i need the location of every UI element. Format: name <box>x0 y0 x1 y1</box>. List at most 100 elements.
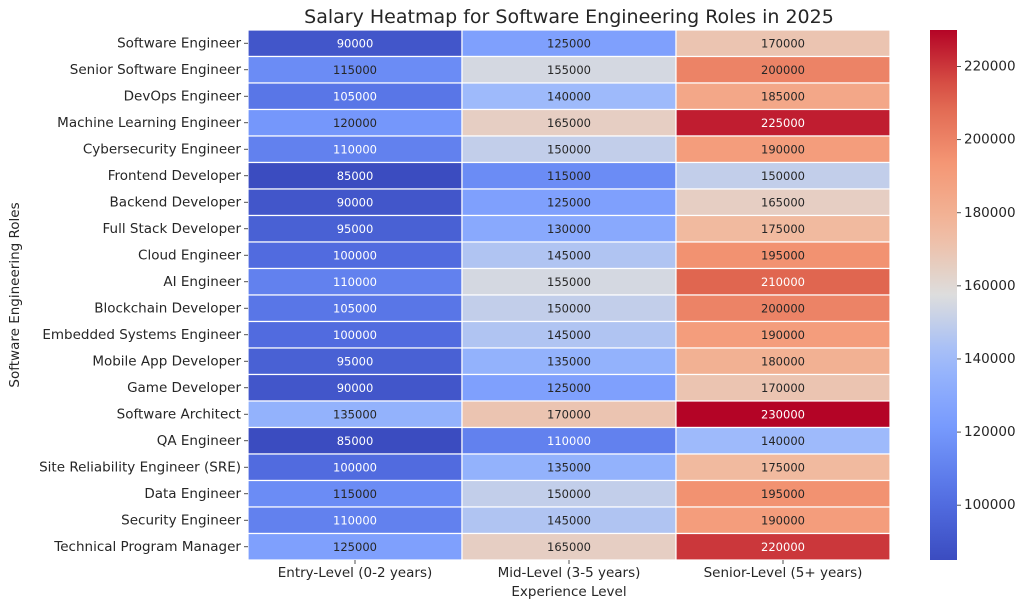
cell-value-label: 145000 <box>547 248 591 262</box>
colorbar-tick-label: 100000 <box>964 497 1016 513</box>
heatmap-cell <box>461 214 677 243</box>
colorbar-tick-label: 220000 <box>964 59 1016 75</box>
heatmap-cell <box>247 214 463 243</box>
cell-value-label: 210000 <box>761 275 805 289</box>
heatmap-cell <box>461 267 677 296</box>
colorbar-tick-label: 160000 <box>964 278 1016 294</box>
heatmap-cell <box>675 347 891 376</box>
heatmap-cells <box>247 29 891 561</box>
colorbar-tick-label: 140000 <box>964 351 1016 367</box>
cell-value-label: 135000 <box>333 407 377 421</box>
cell-value-label: 180000 <box>761 354 805 368</box>
row-label: Blockchain Developer <box>94 300 241 316</box>
cell-value-label: 190000 <box>761 513 805 527</box>
heatmap-cell <box>675 373 891 402</box>
cell-value-label: 170000 <box>761 381 805 395</box>
heatmap-cell <box>461 188 677 217</box>
column-label: Senior-Level (5+ years) <box>704 565 863 581</box>
cell-value-label: 155000 <box>547 63 591 77</box>
cell-value-label: 170000 <box>761 36 805 50</box>
cell-value-label: 125000 <box>547 36 591 50</box>
heatmap-cell <box>675 188 891 217</box>
cell-value-label: 165000 <box>547 540 591 554</box>
cell-value-label: 200000 <box>761 63 805 77</box>
column-label: Mid-Level (3-5 years) <box>498 565 641 581</box>
heatmap-cell <box>247 347 463 376</box>
cell-value-label: 85000 <box>337 434 374 448</box>
row-label: Frontend Developer <box>108 168 242 184</box>
heatmap-cell <box>247 108 463 137</box>
cell-value-label: 175000 <box>761 460 805 474</box>
row-label: AI Engineer <box>163 274 241 290</box>
heatmap-cell-labels: 90000 125000 170000 115000 155000 200000 10500… <box>333 36 805 554</box>
cell-value-label: 195000 <box>761 487 805 501</box>
colorbar <box>930 30 957 560</box>
cell-value-label: 95000 <box>337 222 374 236</box>
cell-value-label: 190000 <box>761 142 805 156</box>
heatmap-cell <box>675 320 891 349</box>
heatmap-cell <box>247 188 463 217</box>
cell-value-label: 165000 <box>547 116 591 130</box>
cell-value-label: 110000 <box>333 513 377 527</box>
colorbar-tick-label: 120000 <box>964 424 1016 440</box>
heatmap-cell <box>675 294 891 323</box>
row-label: Software Architect <box>117 406 241 422</box>
cell-value-label: 140000 <box>761 434 805 448</box>
heatmap-cell <box>675 55 891 84</box>
row-label: DevOps Engineer <box>124 88 242 104</box>
row-label: Senior Software Engineer <box>70 62 242 78</box>
row-label: Cloud Engineer <box>138 247 241 263</box>
heatmap-cell <box>247 453 463 482</box>
cell-value-label: 90000 <box>337 381 374 395</box>
cell-value-label: 100000 <box>333 460 377 474</box>
heatmap-cell <box>461 532 677 561</box>
row-label: Technical Program Manager <box>53 539 241 555</box>
cell-value-label: 110000 <box>333 142 377 156</box>
heatmap-cell <box>247 426 463 455</box>
cell-value-label: 125000 <box>547 195 591 209</box>
heatmap-cell <box>461 135 677 164</box>
column-label: Entry-Level (0-2 years) <box>278 565 433 581</box>
heatmap-cell <box>675 161 891 190</box>
heatmap-cell <box>461 29 677 58</box>
cell-value-label: 110000 <box>333 275 377 289</box>
heatmap-cell <box>461 479 677 508</box>
cell-value-label: 85000 <box>337 169 374 183</box>
cell-value-label: 230000 <box>761 407 805 421</box>
row-label: Cybersecurity Engineer <box>83 141 242 157</box>
colorbar-ticks: 100000 120000 140000 160000 180000 200000 2200… <box>957 59 1016 513</box>
heatmap-cell <box>675 400 891 429</box>
column-labels: Entry-Level (0-2 years) Mid-Level (3-5 ye… <box>278 560 863 581</box>
cell-value-label: 100000 <box>333 328 377 342</box>
y-axis-title: Software Engineering Roles <box>7 202 23 387</box>
cell-value-label: 90000 <box>337 36 374 50</box>
row-label: Mobile App Developer <box>92 353 241 369</box>
heatmap-cell <box>461 161 677 190</box>
cell-value-label: 200000 <box>761 301 805 315</box>
row-label: Site Reliability Engineer (SRE) <box>39 459 241 475</box>
cell-value-label: 165000 <box>761 195 805 209</box>
cell-value-label: 155000 <box>547 275 591 289</box>
heatmap-cell <box>675 241 891 270</box>
heatmap-cell <box>675 479 891 508</box>
cell-value-label: 150000 <box>761 169 805 183</box>
cell-value-label: 115000 <box>333 487 377 501</box>
heatmap-cell <box>461 82 677 111</box>
heatmap-cell <box>247 506 463 535</box>
row-label: Game Developer <box>127 380 241 396</box>
cell-value-label: 125000 <box>333 540 377 554</box>
heatmap-cell <box>247 267 463 296</box>
heatmap-cell <box>675 426 891 455</box>
cell-value-label: 110000 <box>547 434 591 448</box>
colorbar-tick-label: 180000 <box>964 205 1016 221</box>
cell-value-label: 150000 <box>547 301 591 315</box>
cell-value-label: 185000 <box>761 89 805 103</box>
cell-value-label: 220000 <box>761 540 805 554</box>
cell-value-label: 115000 <box>547 169 591 183</box>
row-label: Embedded Systems Engineer <box>42 327 241 343</box>
chart-title: Salary Heatmap for Software Engineering … <box>304 6 834 28</box>
cell-value-label: 175000 <box>761 222 805 236</box>
heatmap-cell <box>461 453 677 482</box>
cell-value-label: 135000 <box>547 354 591 368</box>
